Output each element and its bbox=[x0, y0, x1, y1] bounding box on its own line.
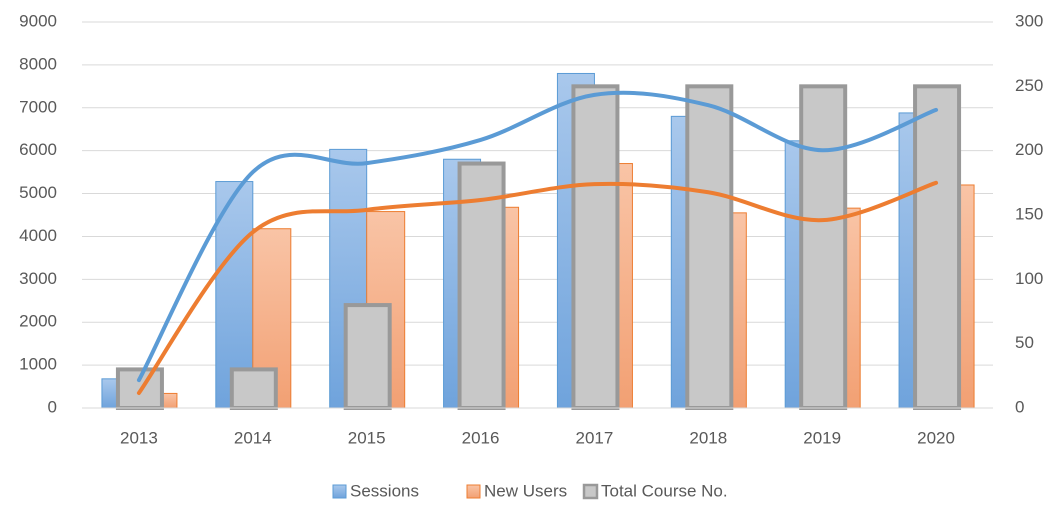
bar bbox=[685, 84, 734, 410]
y-tick-label: 0 bbox=[48, 397, 57, 416]
y-tick-label: 5000 bbox=[19, 183, 57, 202]
x-tick-label: 2013 bbox=[120, 428, 158, 447]
y-tick-label: 4000 bbox=[19, 226, 57, 245]
legend-label: Total Course No. bbox=[601, 481, 728, 500]
y-tick-label: 1000 bbox=[19, 355, 57, 374]
bar bbox=[229, 367, 278, 410]
y-tick-label: 9000 bbox=[19, 11, 57, 30]
y2-tick-label: 200 bbox=[1015, 140, 1043, 159]
y-tick-label: 2000 bbox=[19, 312, 57, 331]
y-tick-label: 6000 bbox=[19, 140, 57, 159]
bar bbox=[343, 303, 392, 411]
y2-tick-label: 0 bbox=[1015, 397, 1024, 416]
x-tick-label: 2015 bbox=[348, 428, 386, 447]
bar bbox=[571, 84, 620, 410]
x-tick-label: 2017 bbox=[576, 428, 614, 447]
y2-tick-label: 50 bbox=[1015, 333, 1034, 352]
x-tick-label: 2020 bbox=[917, 428, 955, 447]
legend-label: New Users bbox=[484, 481, 567, 500]
y-tick-label: 3000 bbox=[19, 269, 57, 288]
y-tick-label: 7000 bbox=[19, 97, 57, 116]
legend-swatch bbox=[466, 484, 481, 499]
trend-line bbox=[136, 90, 939, 383]
legend-swatch bbox=[582, 483, 599, 500]
legend-swatch bbox=[332, 484, 347, 499]
bar bbox=[913, 84, 962, 410]
trend-line bbox=[136, 180, 939, 395]
y2-tick-label: 150 bbox=[1015, 204, 1043, 223]
x-tick-label: 2018 bbox=[689, 428, 727, 447]
y2-tick-label: 250 bbox=[1015, 76, 1043, 95]
y-tick-label: 8000 bbox=[19, 54, 57, 73]
y2-tick-label: 300 bbox=[1015, 11, 1043, 30]
x-tick-label: 2019 bbox=[803, 428, 841, 447]
x-tick-label: 2014 bbox=[234, 428, 272, 447]
legend-label: Sessions bbox=[350, 481, 419, 500]
x-tick-label: 2016 bbox=[462, 428, 500, 447]
bar bbox=[799, 84, 848, 410]
y2-tick-label: 100 bbox=[1015, 269, 1043, 288]
bar bbox=[457, 161, 506, 410]
